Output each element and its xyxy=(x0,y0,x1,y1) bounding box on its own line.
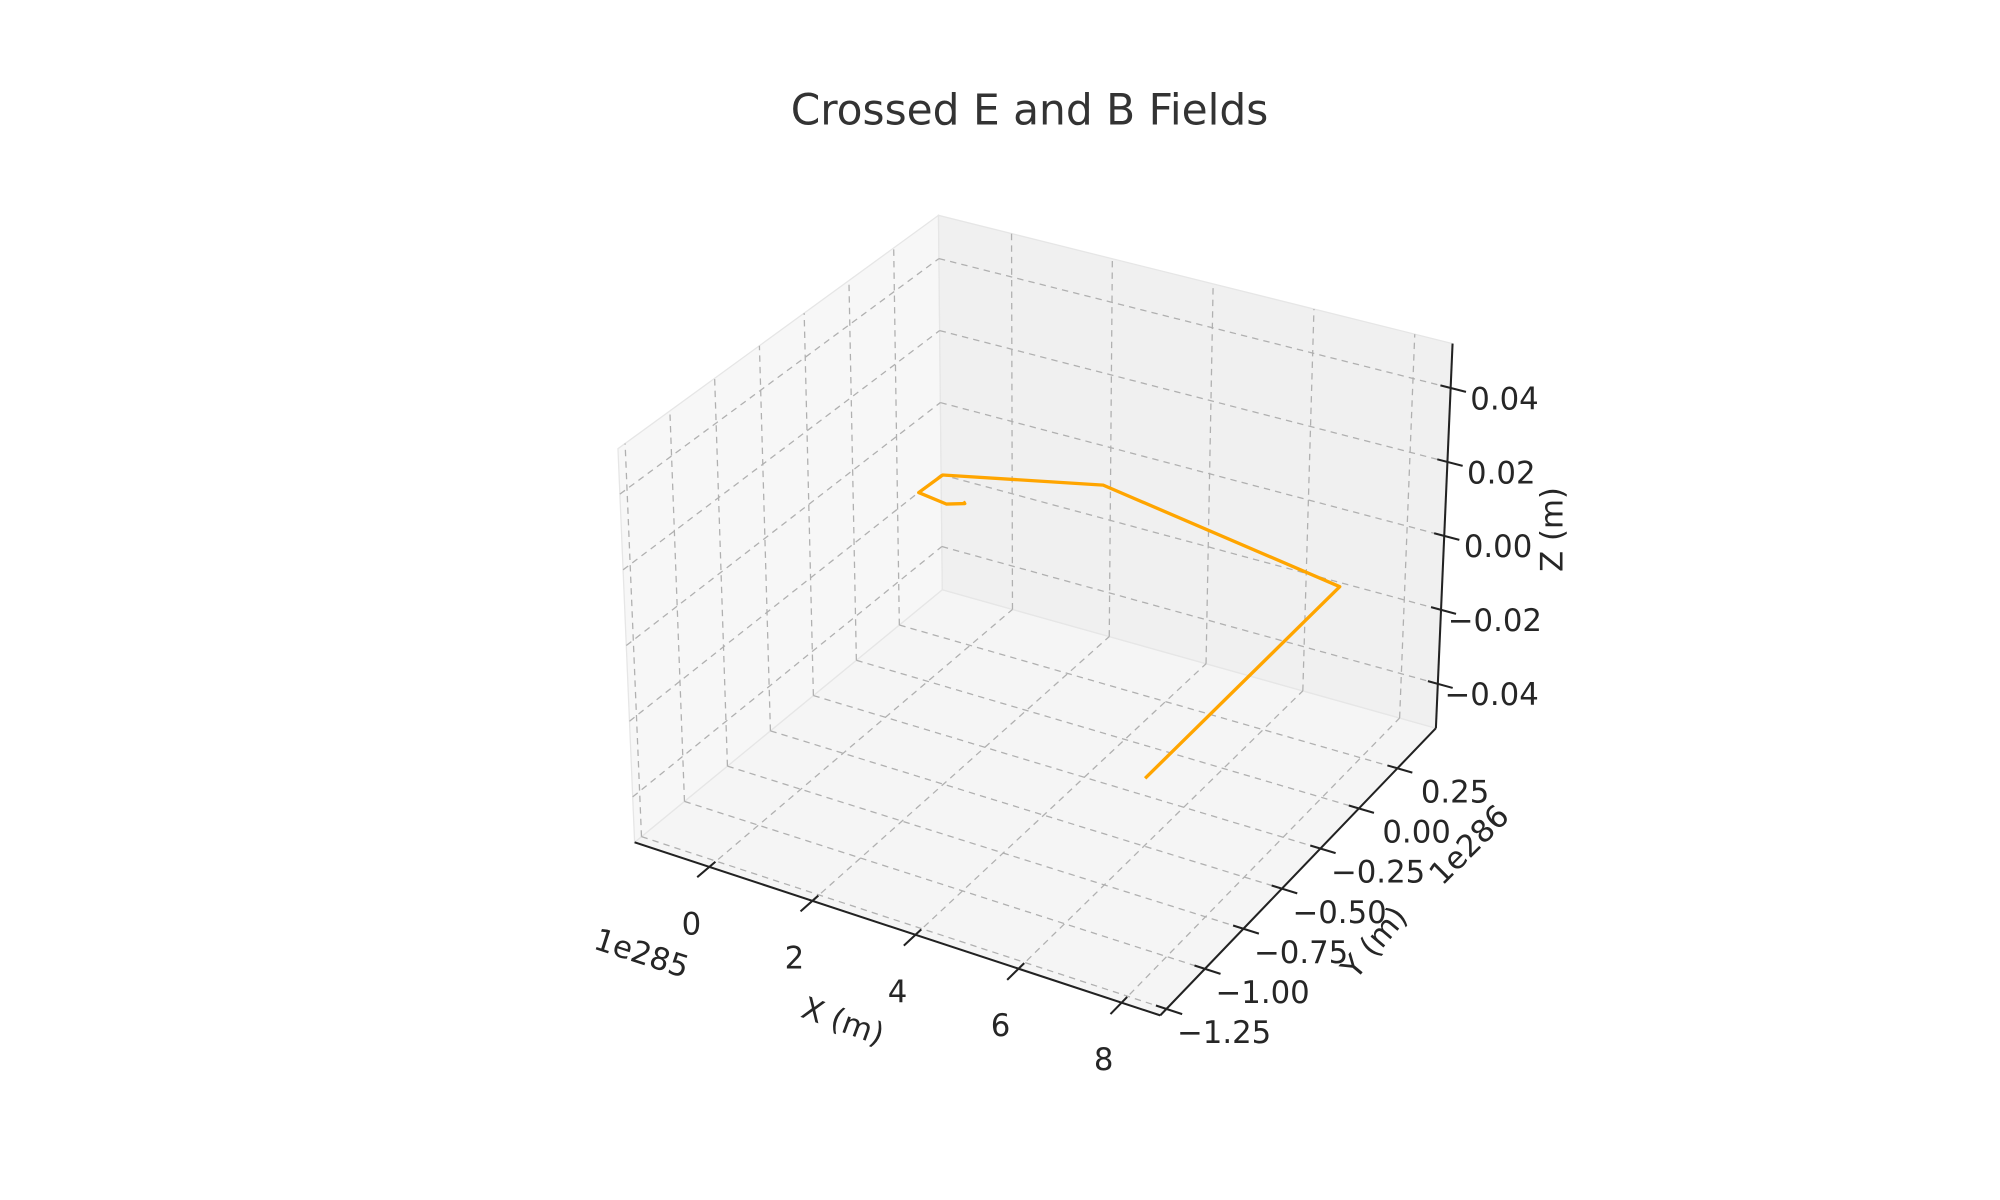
z-tick xyxy=(1430,606,1457,615)
x-tick xyxy=(1109,996,1128,1015)
z-tick xyxy=(1427,680,1453,689)
grid-line xyxy=(811,636,1110,902)
x-tick-label: 2 xyxy=(785,940,805,976)
x-tick-label: 8 xyxy=(1094,1042,1114,1078)
z-axis-label: Z (m) xyxy=(1534,487,1570,572)
grid-line xyxy=(848,280,858,661)
z-tick-label: 0.00 xyxy=(1464,529,1532,565)
grid-line xyxy=(1121,717,1401,1004)
grid-line xyxy=(684,800,1206,970)
y-tick xyxy=(1309,844,1336,855)
y-tick xyxy=(1271,884,1298,895)
grid-line xyxy=(1398,334,1416,719)
z-tick-label: −0.04 xyxy=(1445,677,1539,713)
grid-line xyxy=(708,608,1013,868)
chart-title: Crossed E and B Fields xyxy=(791,85,1269,134)
grid-line xyxy=(624,443,643,837)
grid-line xyxy=(899,624,1398,769)
y-tick xyxy=(1155,1004,1183,1016)
z-tick-label: 0.04 xyxy=(1470,381,1538,417)
grid-line xyxy=(893,247,900,626)
y-tick xyxy=(1348,804,1375,814)
grid-line xyxy=(619,258,940,495)
grid-line xyxy=(940,401,1445,537)
y-tick-label: 0.00 xyxy=(1382,815,1450,851)
x-tick xyxy=(696,860,717,878)
trajectory-line xyxy=(917,473,1342,780)
z-tick xyxy=(1437,458,1463,467)
y-tick-label: −0.50 xyxy=(1292,895,1386,931)
grid-line xyxy=(622,330,941,571)
grid-line xyxy=(1018,690,1304,970)
z-tick xyxy=(1440,384,1467,393)
x-axis-line xyxy=(634,841,1161,1017)
y-tick-label: −0.75 xyxy=(1254,935,1348,971)
grid-line xyxy=(632,546,943,798)
y-tick xyxy=(1387,764,1413,774)
grid-line xyxy=(727,765,1244,930)
grid-line xyxy=(813,694,1321,850)
x-tick xyxy=(903,928,922,947)
y-axis-line xyxy=(1159,727,1437,1017)
x-tick xyxy=(1006,962,1025,981)
grid-line xyxy=(1302,309,1315,691)
x-tick-label: 6 xyxy=(991,1008,1011,1044)
x-tick-label: 0 xyxy=(682,906,702,942)
grid-line xyxy=(803,313,815,696)
grid-line xyxy=(915,663,1207,936)
x-tick xyxy=(799,894,820,913)
z-tick xyxy=(1433,532,1460,541)
grid-line xyxy=(770,730,1283,890)
z-tick-label: −0.02 xyxy=(1448,603,1542,639)
grid-line xyxy=(669,410,686,802)
grid-line xyxy=(625,402,941,647)
y-tick-label: −0.25 xyxy=(1331,855,1425,891)
grid-line xyxy=(940,473,1442,611)
x-tick-label: 4 xyxy=(888,974,908,1010)
y-tick-label: 0.25 xyxy=(1421,774,1489,810)
grid-line xyxy=(629,474,942,722)
grid-line xyxy=(938,257,1451,389)
grid-line xyxy=(713,378,729,767)
z-tick-label: 0.02 xyxy=(1467,455,1535,491)
y-tick-label: −1.00 xyxy=(1215,975,1309,1011)
y-tick-label: −1.25 xyxy=(1177,1015,1271,1051)
y-tick xyxy=(1194,964,1221,975)
grid-line xyxy=(941,545,1438,685)
y-tick xyxy=(1232,924,1260,935)
